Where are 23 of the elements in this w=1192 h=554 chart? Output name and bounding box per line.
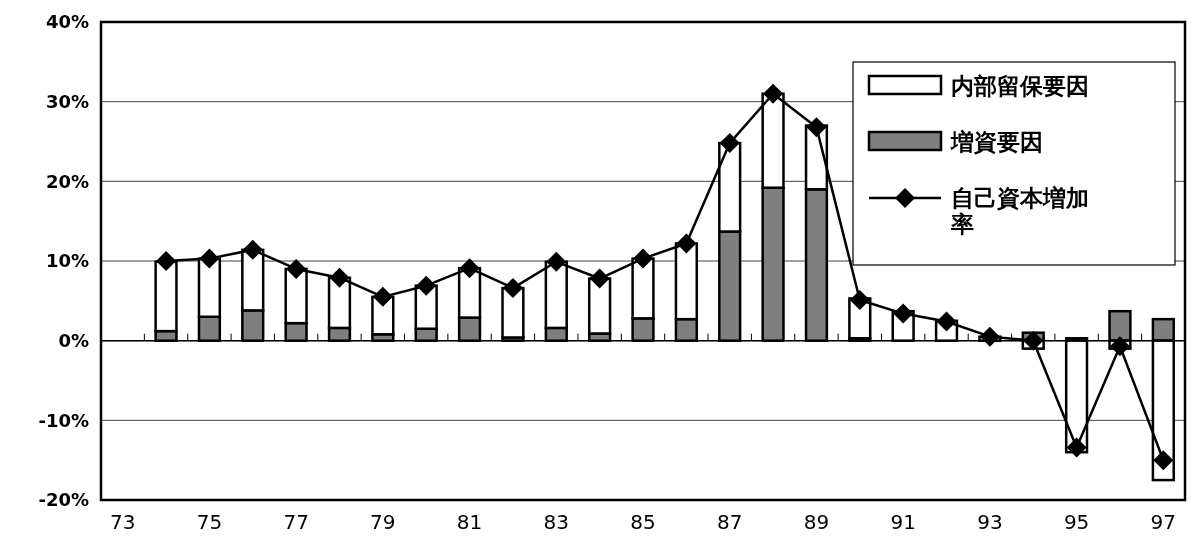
x-tick-label: 79 (370, 510, 396, 534)
x-tick-label: 95 (1063, 510, 1090, 534)
x-tick-label: 85 (630, 510, 656, 534)
y-tick-label: 20% (45, 170, 89, 192)
x-tick-label: 75 (196, 510, 223, 534)
x-tick-label: 77 (283, 510, 309, 534)
legend-label: 増資要因 (950, 129, 1043, 155)
y-tick-label: 40% (45, 11, 89, 33)
y-tick-label: -20% (38, 489, 89, 511)
legend-label: 内部留保要因 (951, 73, 1089, 99)
x-tick-label: 83 (543, 510, 570, 534)
y-tick-label: 10% (45, 250, 89, 272)
x-tick-label: 93 (977, 510, 1003, 534)
x-tick-label: 89 (803, 510, 830, 534)
y-tick-label: 30% (45, 90, 89, 112)
x-tick-label: 73 (109, 510, 136, 534)
x-tick-label: 97 (1150, 510, 1177, 534)
x-tick-label: 81 (456, 510, 483, 534)
y-tick-label: 0% (58, 329, 89, 351)
x-tick-label: 91 (890, 510, 916, 534)
x-tick-label: 87 (716, 510, 743, 534)
y-tick-label: -10% (38, 409, 89, 431)
legend-label: 自己資本増加率 (950, 185, 1089, 237)
